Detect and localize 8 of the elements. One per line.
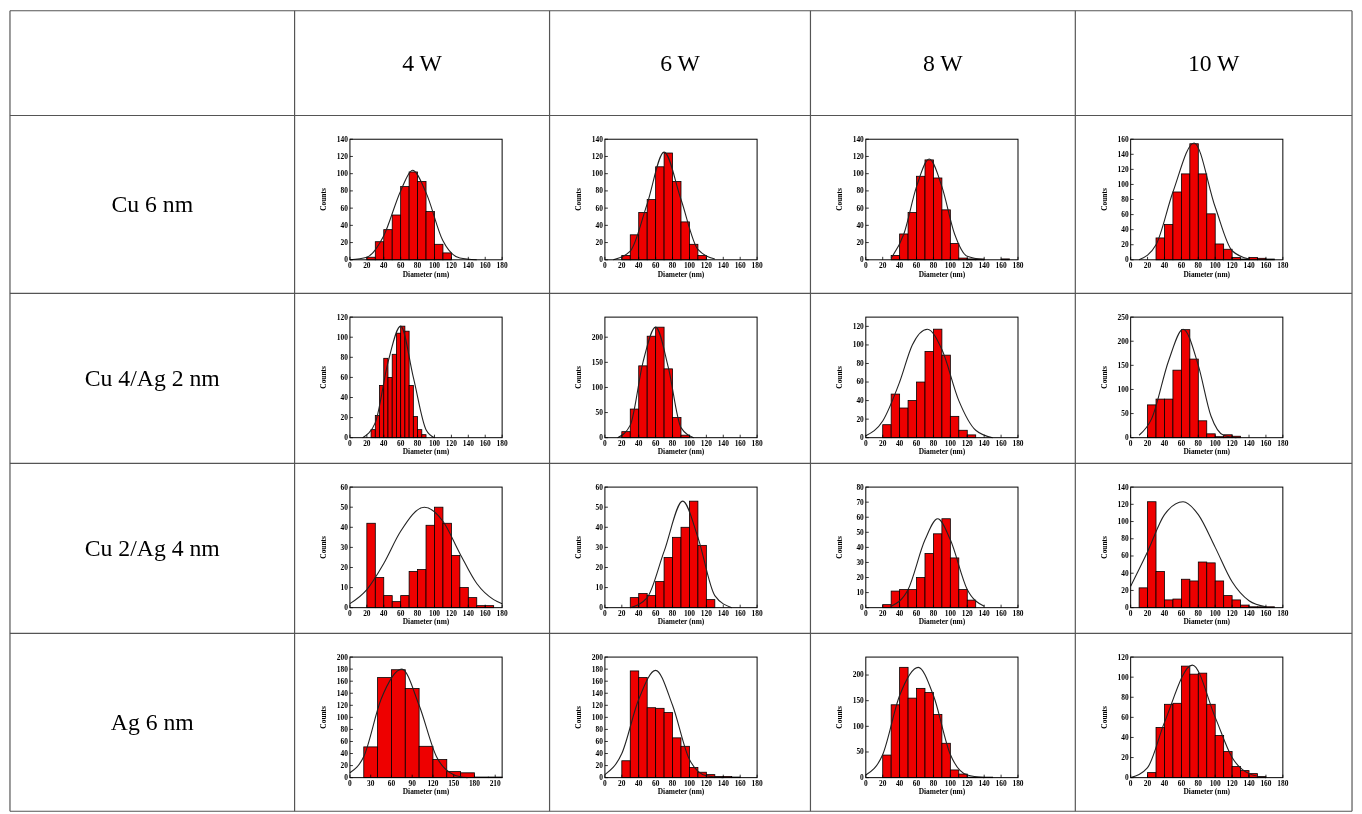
text: Cu 2/Ag 4 nm	[84, 535, 221, 562]
chart-title: 8 W	[923, 50, 964, 77]
chart-title: 10 W	[1187, 50, 1241, 77]
chart-title: 4 W	[402, 50, 443, 77]
text: Cu 4/Ag 2 nm	[84, 365, 221, 392]
chart-title: 6 W	[660, 50, 701, 77]
text: Cu 6 nm	[111, 191, 194, 218]
text: Ag 6 nm	[110, 709, 195, 736]
